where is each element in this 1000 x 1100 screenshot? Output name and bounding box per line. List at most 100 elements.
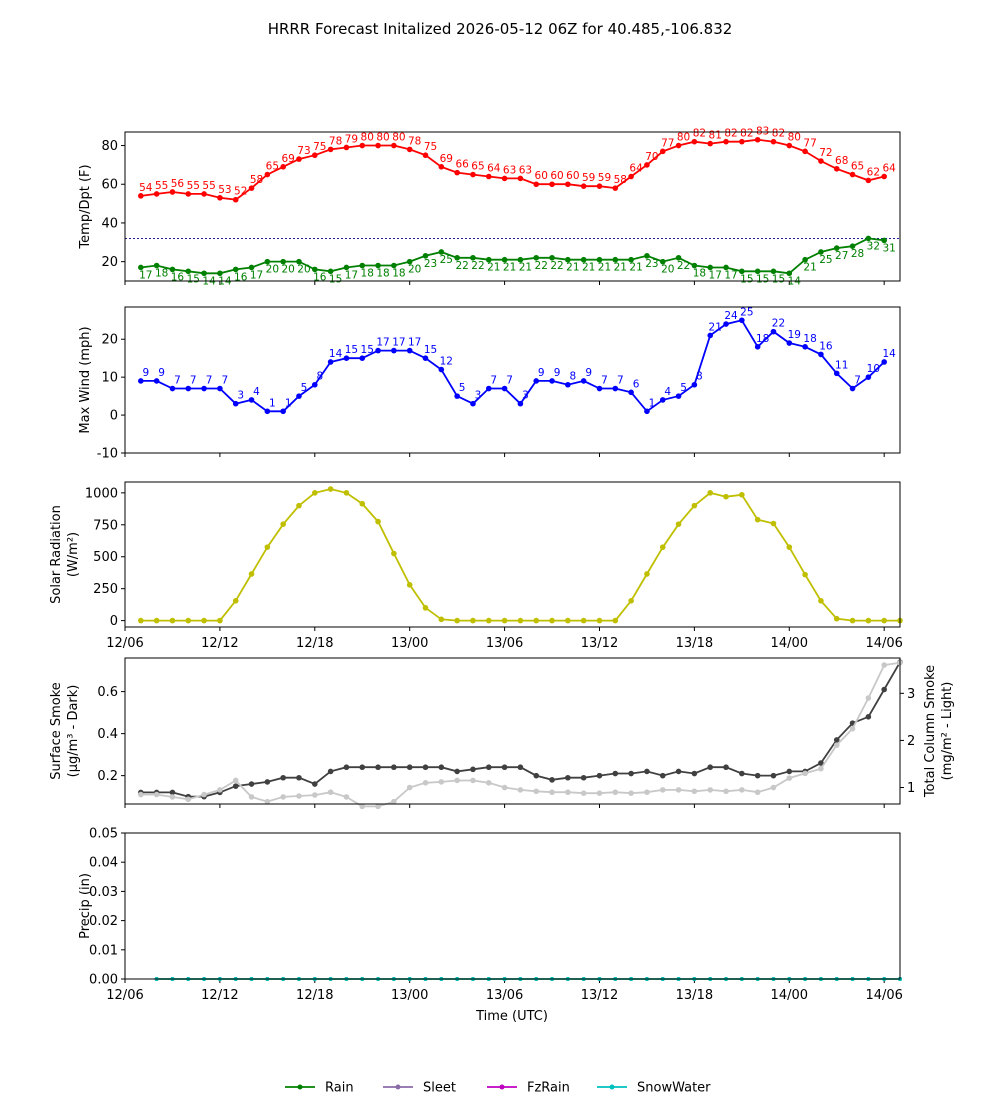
data-point-solar-0 <box>818 598 824 604</box>
data-point-temp-0 <box>422 152 429 159</box>
data-point-wind-0 <box>612 385 619 392</box>
data-point-temp-1 <box>422 253 429 259</box>
data-point-temp-1 <box>391 262 397 269</box>
data-label-wind-0: 7 <box>222 375 229 387</box>
data-label-wind-0: 14 <box>329 348 343 360</box>
x-tick-label-precip: 13/12 <box>581 988 618 1003</box>
y-tick-label-temp: 80 <box>101 139 118 154</box>
data-label-temp-0: 80 <box>392 132 405 144</box>
data-label-temp-0: 58 <box>614 174 627 186</box>
x-tick-label-solar: 13/12 <box>581 636 618 651</box>
data-label-wind-0: 12 <box>440 356 453 368</box>
data-label-temp-1: 15 <box>187 273 200 285</box>
data-point-temp-1 <box>406 258 413 265</box>
data-point-smoke-0 <box>391 764 397 771</box>
data-point-wind-0 <box>549 378 555 384</box>
data-point-smoke-0 <box>881 686 887 693</box>
data-point-smoke-1 <box>865 695 872 701</box>
data-point-temp-1 <box>565 256 571 263</box>
data-label-wind-0: 5 <box>301 382 308 394</box>
data-point-temp-1 <box>264 258 271 265</box>
data-label-wind-0: 8 <box>316 371 323 383</box>
data-point-wind-0 <box>596 385 603 392</box>
data-point-temp-1 <box>865 235 872 242</box>
data-point-smoke-0 <box>818 760 824 766</box>
data-point-temp-1 <box>881 237 887 244</box>
y-tick-label-wind: 0 <box>110 409 118 424</box>
data-label-temp-0: 78 <box>329 135 342 147</box>
series-line-wind-0 <box>140 319 885 413</box>
x-tick-label-precip: 13/06 <box>486 988 523 1003</box>
data-point-wind-0 <box>833 370 840 377</box>
data-point-wind-0 <box>644 408 650 415</box>
data-point-temp-0 <box>485 173 492 180</box>
data-label-temp-0: 80 <box>376 132 389 144</box>
data-label-wind-0: 14 <box>882 348 896 360</box>
data-label-wind-0: 8 <box>696 371 703 383</box>
data-point-solar-0 <box>675 521 682 527</box>
data-point-solar-0 <box>881 617 887 624</box>
data-point-wind-0 <box>849 385 856 392</box>
data-point-temp-0 <box>865 177 872 184</box>
panel-precip: 0.00 0.01 0.02 0.03 0.04 0.05 12/06 12/12 12/18 1… <box>78 827 903 1004</box>
data-point-smoke-1 <box>818 765 824 772</box>
data-point-smoke-0 <box>580 774 587 781</box>
data-point-smoke-0 <box>533 772 540 779</box>
data-label-temp-1: 21 <box>803 262 816 274</box>
data-point-solar-0 <box>644 571 650 577</box>
y-axis-label-smoke: Surface Smoke <box>49 682 64 780</box>
data-point-smoke-0 <box>343 764 350 771</box>
y-tick-label-solar: 250 <box>93 582 118 597</box>
data-point-temp-1 <box>311 266 318 273</box>
data-label-temp-1: 31 <box>882 242 895 254</box>
data-label-wind-0: 3 <box>522 390 529 402</box>
data-point-temp-1 <box>596 256 603 263</box>
data-point-wind-0 <box>533 378 540 384</box>
data-label-wind-0: 15 <box>424 344 437 356</box>
data-point-temp-0 <box>612 185 619 191</box>
data-point-wind-0 <box>739 317 745 324</box>
y-axis-label-solar: Solar Radiation <box>49 505 64 604</box>
data-point-wind-0 <box>217 385 223 392</box>
data-point-temp-0 <box>311 152 318 159</box>
data-label-temp-0: 64 <box>629 163 643 175</box>
data-point-temp-0 <box>565 181 571 188</box>
data-label-wind-0: 8 <box>570 371 577 383</box>
data-point-temp-1 <box>501 256 508 263</box>
data-point-smoke-0 <box>311 781 318 787</box>
data-point-smoke-0 <box>675 768 682 775</box>
data-point-temp-0 <box>596 183 603 189</box>
data-point-temp-1 <box>485 256 492 263</box>
data-label-temp-1: 22 <box>677 260 690 272</box>
data-point-solar-0 <box>153 617 160 624</box>
data-point-temp-1 <box>644 253 650 259</box>
data-point-temp-0 <box>691 138 698 145</box>
data-point-wind-0 <box>659 397 666 403</box>
data-point-temp-0 <box>217 194 223 201</box>
data-point-smoke-0 <box>422 764 429 771</box>
data-label-temp-1: 16 <box>171 271 185 283</box>
data-point-wind-0 <box>375 347 381 354</box>
data-point-temp-1 <box>185 268 192 275</box>
data-label-wind-0: 5 <box>459 382 466 394</box>
data-point-smoke-1 <box>849 725 856 732</box>
data-point-temp-0 <box>391 142 397 149</box>
y-tick-label-solar: 0 <box>110 614 118 629</box>
data-point-temp-1 <box>343 264 350 271</box>
data-point-wind-0 <box>818 351 824 358</box>
x-tick-label-solar: 13/00 <box>391 636 428 651</box>
data-point-smoke-0 <box>232 783 239 789</box>
data-label-temp-1: 18 <box>376 268 389 280</box>
data-point-temp-0 <box>723 138 729 145</box>
data-point-wind-0 <box>280 408 286 415</box>
data-point-smoke-0 <box>754 772 761 779</box>
data-point-wind-0 <box>248 397 255 403</box>
data-point-temp-1 <box>849 243 856 249</box>
panel-smoke: 0.2 0.4 0.6 Surface Smoke (μg/m³ - Dark) 1 2 3 T… <box>49 657 955 810</box>
data-point-wind-0 <box>565 381 571 388</box>
data-label-temp-0: 77 <box>803 137 816 149</box>
data-point-temp-0 <box>881 173 887 180</box>
data-point-wind-0 <box>786 340 793 346</box>
